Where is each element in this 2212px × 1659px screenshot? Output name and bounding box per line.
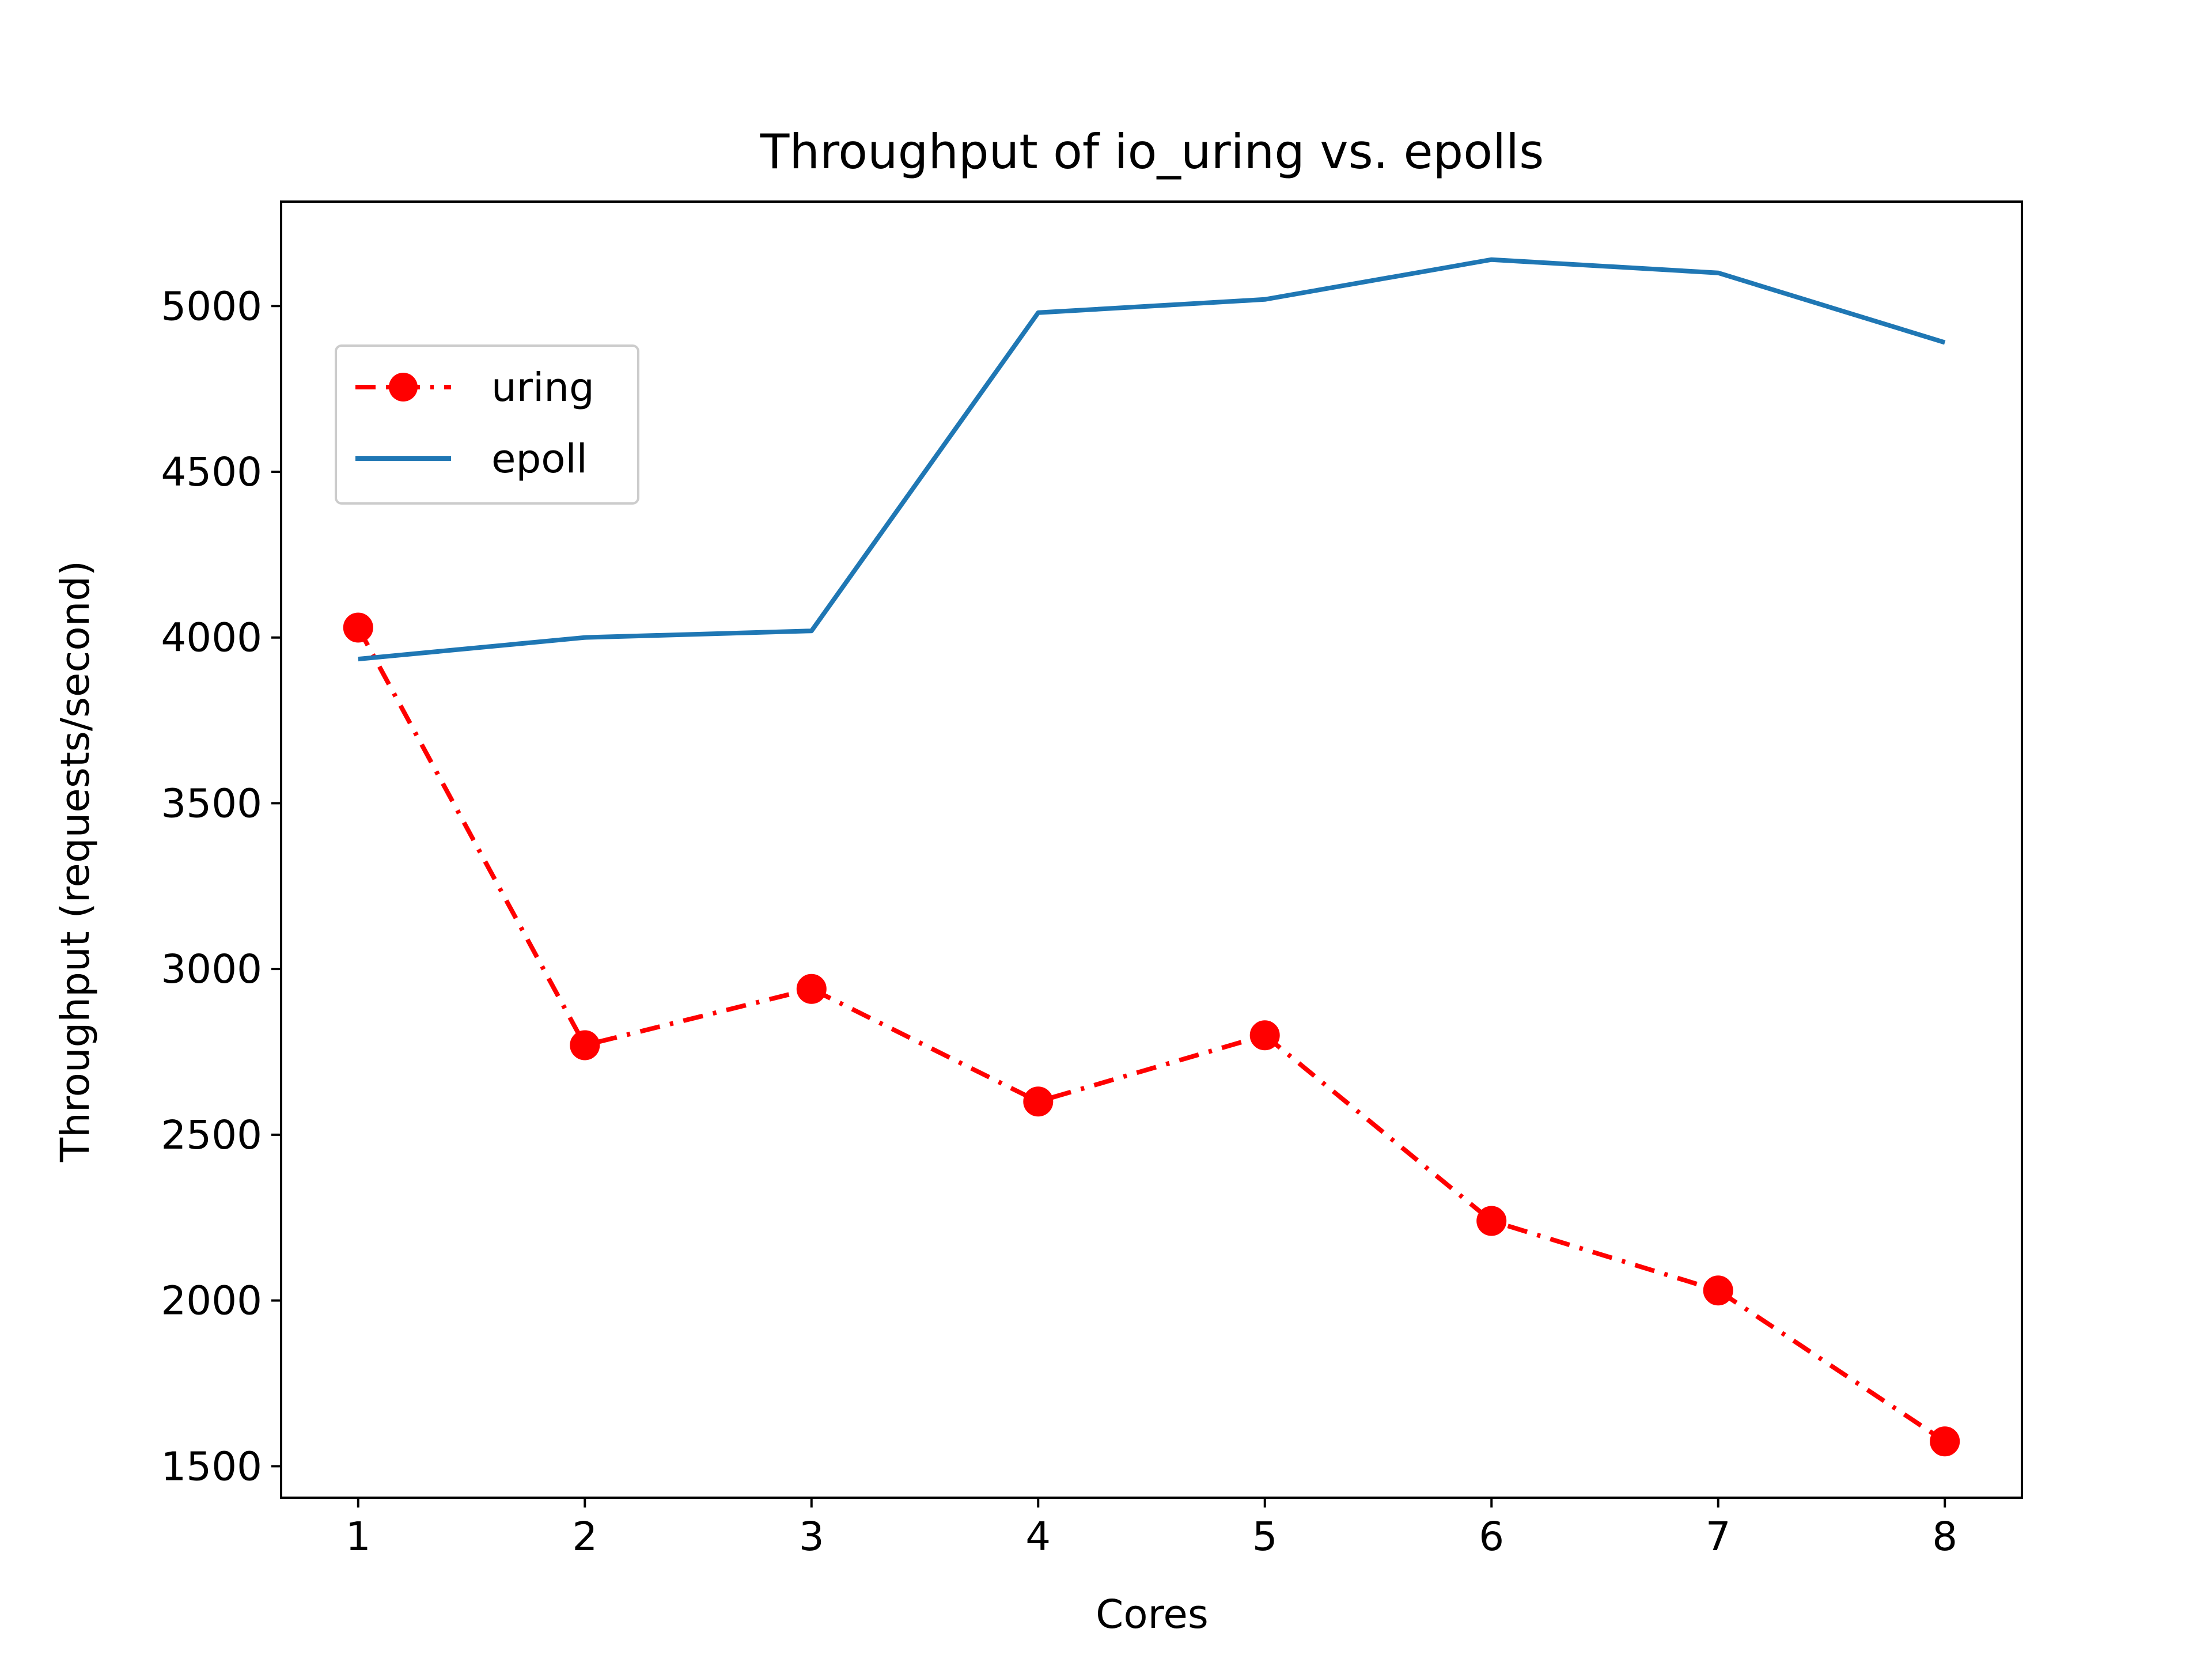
x-tick-label-4: 4 [1025, 1514, 1051, 1560]
series-line-uring [356, 626, 1946, 1444]
plot-area: 1 2 3 4 5 6 7 8 1500 2000 2500 3000 3500 4000 4500 5000 [161, 200, 2023, 1560]
chart-title: Throughput of io_uring vs. epolls [760, 124, 1544, 180]
data-point-uring-1 [343, 612, 373, 643]
x-tick-label-2: 2 [572, 1514, 597, 1560]
data-point-uring-7 [1703, 1275, 1733, 1306]
data-point-uring-2 [570, 1030, 600, 1060]
legend: uring epoll [335, 344, 639, 505]
y-tick-label-4500: 4500 [161, 449, 262, 495]
x-tick-label-8: 8 [1932, 1514, 1957, 1560]
y-tick-label-3500: 3500 [161, 781, 262, 827]
data-point-uring-8 [1930, 1426, 1960, 1457]
y-tick-label-1500: 1500 [161, 1444, 262, 1490]
data-point-uring-6 [1476, 1206, 1507, 1236]
y-tick-label-4000: 4000 [161, 615, 262, 661]
y-tick-label-2000: 2000 [161, 1278, 262, 1324]
data-point-uring-5 [1249, 1020, 1280, 1051]
y-tick-label-2500: 2500 [161, 1112, 262, 1158]
x-axis-label: Cores [1096, 1592, 1209, 1638]
legend-label-epoll: epoll [491, 436, 588, 482]
y-tick-label-3000: 3000 [161, 946, 262, 993]
legend-marker-uring [389, 373, 418, 402]
x-tick-label-5: 5 [1252, 1514, 1278, 1560]
x-tick-label-7: 7 [1706, 1514, 1731, 1560]
data-point-uring-3 [796, 974, 827, 1004]
series-line-epoll [358, 257, 1946, 662]
x-tick-label-3: 3 [799, 1514, 824, 1560]
axes-frame [280, 200, 2023, 1499]
y-axis-label: Throughput (requests/second) [52, 560, 99, 1162]
y-tick-label-5000: 5000 [161, 283, 262, 329]
data-point-uring-4 [1023, 1086, 1054, 1117]
x-tick-label-1: 1 [346, 1514, 371, 1560]
legend-label-uring: uring [491, 365, 594, 411]
x-tick-label-6: 6 [1479, 1514, 1504, 1560]
